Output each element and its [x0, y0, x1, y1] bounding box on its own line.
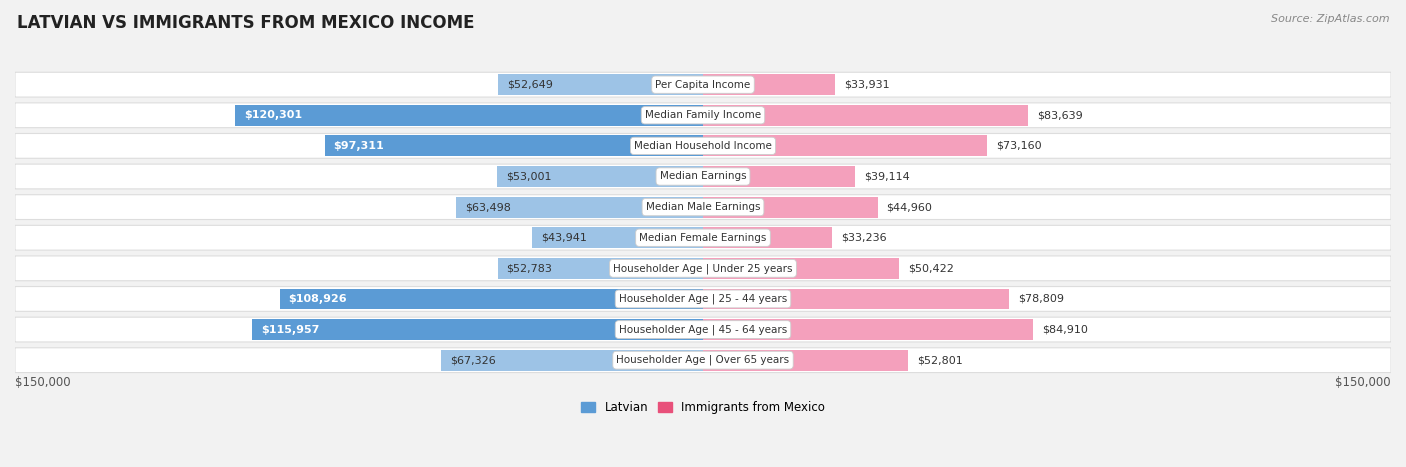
Text: $52,783: $52,783	[506, 263, 553, 273]
Text: Householder Age | Over 65 years: Householder Age | Over 65 years	[616, 355, 790, 365]
Text: $53,001: $53,001	[506, 171, 551, 182]
Bar	[703, 166, 855, 187]
Bar	[703, 105, 1028, 126]
Text: $63,498: $63,498	[465, 202, 510, 212]
Bar	[703, 74, 835, 95]
Text: $73,160: $73,160	[995, 141, 1042, 151]
Text: Per Capita Income: Per Capita Income	[655, 80, 751, 90]
Bar	[703, 350, 908, 371]
FancyBboxPatch shape	[15, 72, 1391, 97]
Text: $39,114: $39,114	[863, 171, 910, 182]
Bar	[498, 258, 703, 279]
Text: $150,000: $150,000	[15, 376, 70, 389]
Text: Median Earnings: Median Earnings	[659, 171, 747, 182]
Bar	[703, 258, 898, 279]
Bar	[703, 319, 1033, 340]
Text: $84,910: $84,910	[1042, 325, 1088, 334]
Text: $52,649: $52,649	[508, 80, 553, 90]
Bar	[235, 105, 703, 126]
FancyBboxPatch shape	[15, 348, 1391, 373]
Text: $150,000: $150,000	[1336, 376, 1391, 389]
Text: $33,931: $33,931	[844, 80, 889, 90]
Text: $52,801: $52,801	[917, 355, 963, 365]
Bar	[325, 135, 703, 156]
Text: Median Family Income: Median Family Income	[645, 110, 761, 120]
Bar	[280, 289, 703, 309]
FancyBboxPatch shape	[15, 256, 1391, 281]
Text: $43,941: $43,941	[541, 233, 586, 243]
Text: Householder Age | Under 25 years: Householder Age | Under 25 years	[613, 263, 793, 274]
Text: Median Female Earnings: Median Female Earnings	[640, 233, 766, 243]
Bar	[703, 197, 877, 218]
Text: $83,639: $83,639	[1036, 110, 1083, 120]
Text: Median Male Earnings: Median Male Earnings	[645, 202, 761, 212]
FancyBboxPatch shape	[15, 103, 1391, 127]
Text: $115,957: $115,957	[262, 325, 319, 334]
Bar	[498, 74, 703, 95]
Legend: Latvian, Immigrants from Mexico: Latvian, Immigrants from Mexico	[576, 396, 830, 419]
Text: $33,236: $33,236	[841, 233, 887, 243]
Bar	[703, 135, 987, 156]
FancyBboxPatch shape	[15, 164, 1391, 189]
Bar	[252, 319, 703, 340]
Bar	[533, 227, 703, 248]
Text: $50,422: $50,422	[908, 263, 953, 273]
Text: Source: ZipAtlas.com: Source: ZipAtlas.com	[1271, 14, 1389, 24]
Text: $120,301: $120,301	[245, 110, 302, 120]
FancyBboxPatch shape	[15, 134, 1391, 158]
Text: LATVIAN VS IMMIGRANTS FROM MEXICO INCOME: LATVIAN VS IMMIGRANTS FROM MEXICO INCOME	[17, 14, 474, 32]
Bar	[456, 197, 703, 218]
FancyBboxPatch shape	[15, 195, 1391, 219]
FancyBboxPatch shape	[15, 287, 1391, 311]
Bar	[496, 166, 703, 187]
Text: Median Household Income: Median Household Income	[634, 141, 772, 151]
FancyBboxPatch shape	[15, 317, 1391, 342]
Text: $78,809: $78,809	[1018, 294, 1064, 304]
Bar	[441, 350, 703, 371]
Text: Householder Age | 45 - 64 years: Householder Age | 45 - 64 years	[619, 324, 787, 335]
Text: $67,326: $67,326	[450, 355, 496, 365]
Bar	[703, 289, 1010, 309]
Text: $97,311: $97,311	[333, 141, 384, 151]
Text: $44,960: $44,960	[887, 202, 932, 212]
FancyBboxPatch shape	[15, 225, 1391, 250]
Text: Householder Age | 25 - 44 years: Householder Age | 25 - 44 years	[619, 294, 787, 304]
Bar	[703, 227, 832, 248]
Text: $108,926: $108,926	[288, 294, 347, 304]
